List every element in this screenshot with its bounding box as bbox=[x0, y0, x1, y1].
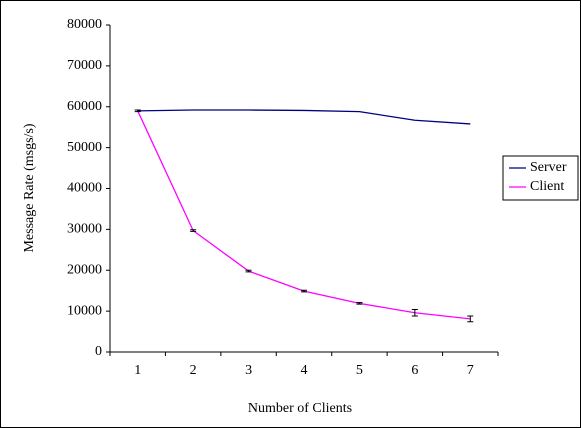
error-bar bbox=[411, 308, 418, 317]
y-tick-label: 50000 bbox=[67, 140, 102, 155]
x-tick-label: 6 bbox=[411, 363, 418, 378]
x-tick-label: 5 bbox=[356, 363, 363, 378]
y-tick-label: 80000 bbox=[67, 17, 102, 32]
error-bar bbox=[301, 289, 307, 293]
error-bar bbox=[467, 315, 474, 323]
y-tick-label: 40000 bbox=[67, 181, 102, 196]
error-bar bbox=[190, 229, 197, 232]
y-tick-label: 20000 bbox=[67, 262, 102, 277]
x-axis-title: Number of Clients bbox=[248, 401, 352, 416]
y-axis-title: Message Rate (msgs/s) bbox=[22, 123, 37, 252]
y-tick-label: 70000 bbox=[67, 58, 102, 73]
y-tick-label: 0 bbox=[95, 344, 102, 359]
y-tick-label: 10000 bbox=[67, 303, 102, 318]
x-tick-label: 7 bbox=[467, 363, 474, 378]
error-bar bbox=[134, 109, 141, 113]
x-tick-label: 4 bbox=[301, 363, 308, 378]
legend-box bbox=[502, 155, 579, 201]
legend-label: Client bbox=[530, 179, 564, 194]
error-bar bbox=[245, 269, 252, 273]
x-tick-label: 2 bbox=[190, 363, 197, 378]
series-line bbox=[137, 109, 471, 125]
x-tick-label: 3 bbox=[245, 363, 252, 378]
legend-label: Server bbox=[530, 160, 567, 175]
x-tick-label: 1 bbox=[134, 363, 141, 378]
y-tick-label: 30000 bbox=[67, 222, 102, 237]
y-tick-label: 60000 bbox=[67, 99, 102, 114]
error-bar bbox=[356, 302, 363, 305]
